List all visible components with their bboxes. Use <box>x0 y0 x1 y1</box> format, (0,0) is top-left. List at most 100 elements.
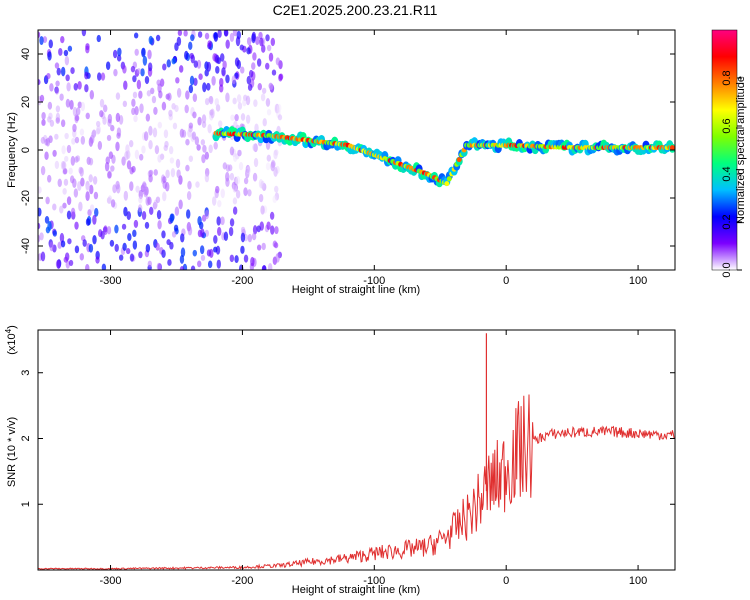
heatmap-cell <box>201 114 207 124</box>
heatmap-cell <box>187 225 193 236</box>
heatmap-cell <box>215 245 221 255</box>
heatmap-cell <box>116 183 121 194</box>
heatmap-cell <box>232 184 238 193</box>
spectrogram-x-axis: -300 -200 -100 0 100 <box>100 30 647 287</box>
heatmap-cell <box>190 265 196 270</box>
heatmap-cell <box>220 188 225 199</box>
heatmap-cell <box>268 52 274 62</box>
heatmap-cell <box>39 94 45 103</box>
heatmap-cell <box>54 160 60 170</box>
heatmap-cell <box>100 230 105 240</box>
heatmap-cell <box>177 30 183 36</box>
heatmap-cell <box>270 159 276 169</box>
heatmap-cell <box>185 138 190 146</box>
heatmap-cell <box>229 218 235 227</box>
heatmap-cell <box>277 114 283 121</box>
heatmap-cell <box>47 221 52 231</box>
heatmap-cell <box>85 218 91 226</box>
heatmap-cell <box>273 166 278 177</box>
heatmap-cell <box>132 91 138 99</box>
heatmap-cell <box>82 239 87 247</box>
heatmap-cell <box>193 60 198 68</box>
y-tick-label: 2 <box>20 435 32 441</box>
heatmap-cell <box>137 204 143 213</box>
heatmap-cell <box>54 86 60 95</box>
heatmap-cell <box>162 191 167 202</box>
heatmap-cell <box>261 242 266 251</box>
heatmap-cell <box>89 184 94 195</box>
heatmap-cell <box>251 62 256 70</box>
heatmap-cell <box>78 166 83 174</box>
heatmap-cell <box>207 260 213 269</box>
heatmap-cell <box>106 134 112 142</box>
heatmap-cell <box>200 139 206 146</box>
heatmap-cell <box>161 230 166 239</box>
heatmap-cell <box>198 73 203 80</box>
spectrogram-marks <box>38 30 675 270</box>
heatmap-cell <box>85 112 90 120</box>
heatmap-cell <box>259 37 264 47</box>
heatmap-cell <box>235 189 241 199</box>
heatmap-cell <box>38 222 41 230</box>
heatmap-cell <box>197 31 203 38</box>
heatmap-cell <box>228 226 234 237</box>
heatmap-cell <box>126 211 131 220</box>
heatmap-cell <box>55 105 61 113</box>
heatmap-cell <box>54 62 60 69</box>
heatmap-cell <box>115 92 121 100</box>
heatmap-cell <box>195 181 200 188</box>
heatmap-cell <box>96 125 101 135</box>
heatmap-cell <box>165 169 170 179</box>
heatmap-cell <box>163 129 169 139</box>
heatmap-cell <box>272 240 278 248</box>
heatmap-cell <box>252 172 258 182</box>
heatmap-cell <box>115 112 121 123</box>
heatmap-cell <box>62 202 67 209</box>
heatmap-cell <box>245 114 251 124</box>
ridge-core <box>669 145 675 151</box>
heatmap-cell <box>110 124 115 132</box>
heatmap-cell <box>245 95 251 106</box>
heatmap-cell <box>44 151 49 160</box>
heatmap-cell <box>133 32 139 39</box>
heatmap-cell <box>72 106 78 117</box>
snr-y-axis: 1 2 3 <box>20 370 675 507</box>
heatmap-cell <box>202 82 207 93</box>
heatmap-cell <box>38 186 42 194</box>
heatmap-cell <box>246 47 251 55</box>
heatmap-cell <box>246 75 252 85</box>
heatmap-cell <box>258 31 263 40</box>
heatmap-cell <box>221 67 226 77</box>
heatmap-cell <box>41 119 46 126</box>
heatmap-cell <box>220 53 225 62</box>
heatmap-cell <box>253 157 259 168</box>
heatmap-cell <box>155 34 161 42</box>
y-tick-label: 0 <box>20 147 32 153</box>
heatmap-cell <box>94 207 99 217</box>
heatmap-cell <box>58 48 63 56</box>
heatmap-cell <box>39 232 44 241</box>
heatmap-cell <box>67 45 73 52</box>
snr-x-axis: -300 -200 -100 0 100 <box>100 330 647 587</box>
heatmap-cell <box>74 221 79 230</box>
heatmap-cell <box>216 216 221 226</box>
heatmap-cell <box>85 184 90 192</box>
heatmap-cell <box>204 32 210 40</box>
heatmap-cell <box>74 245 80 254</box>
heatmap-cell <box>231 75 237 85</box>
heatmap-cell <box>262 118 267 127</box>
heatmap-cell <box>49 83 54 92</box>
heatmap-cell <box>201 121 207 128</box>
heatmap-cell <box>156 79 161 86</box>
heatmap-cell <box>217 226 222 237</box>
heatmap-cell <box>192 249 197 257</box>
heatmap-cell <box>80 101 86 112</box>
heatmap-cell <box>49 119 55 127</box>
heatmap-cell <box>218 120 223 128</box>
heatmap-cell <box>141 210 147 220</box>
heatmap-cell <box>128 140 134 148</box>
heatmap-cell <box>129 253 135 262</box>
heatmap-cell <box>215 66 220 74</box>
heatmap-cell <box>181 129 187 138</box>
heatmap-cell <box>61 161 67 170</box>
